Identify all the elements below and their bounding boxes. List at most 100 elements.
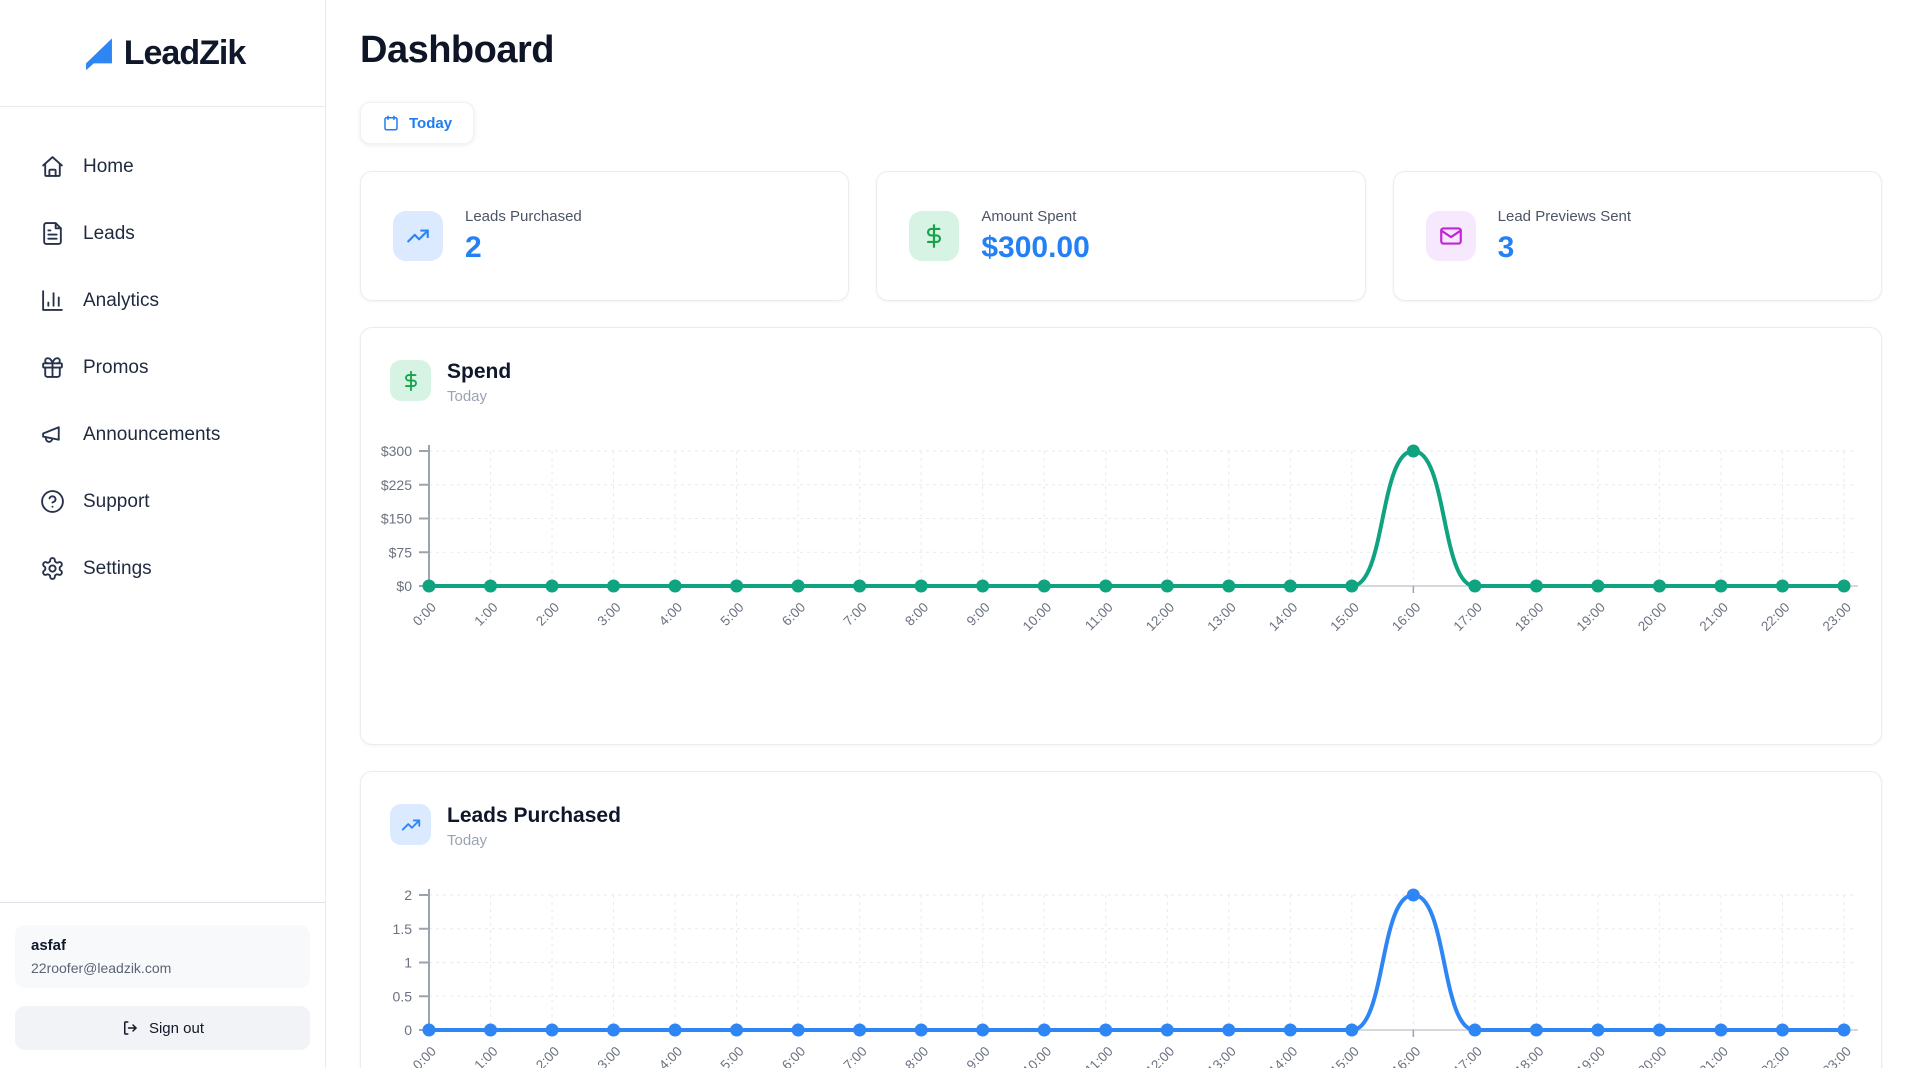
sidebar-item-analytics[interactable]: Analytics <box>40 267 325 334</box>
main-content: Dashboard Today Leads Purchased 2 <box>326 0 1920 1068</box>
svg-text:18:00: 18:00 <box>1512 1044 1547 1068</box>
mail-icon <box>1425 211 1476 261</box>
bar-chart-icon <box>42 290 63 311</box>
svg-text:20:00: 20:00 <box>1635 1044 1670 1068</box>
stat-card-lead-previews-sent: Lead Previews Sent 3 <box>1392 171 1882 301</box>
svg-text:1:00: 1:00 <box>471 600 500 629</box>
help-circle-icon <box>41 490 64 513</box>
svg-text:23:00: 23:00 <box>1820 600 1855 635</box>
today-filter-button[interactable]: Today <box>360 102 475 144</box>
stat-label: Leads Purchased <box>465 207 582 225</box>
gear-icon <box>42 557 63 580</box>
svg-text:5:00: 5:00 <box>718 1044 747 1068</box>
sidebar-footer: asfaf 22roofer@leadzik.com Sign out <box>0 902 325 1068</box>
document-icon <box>43 222 62 245</box>
sidebar: LeadZik Home Leads Analytics <box>0 0 326 1068</box>
svg-text:0.5: 0.5 <box>393 988 413 1004</box>
svg-text:0:00: 0:00 <box>410 600 439 629</box>
home-icon <box>42 156 63 177</box>
leads-purchased-chart-card: Leads Purchased Today 0 0.5 1 1.5 2 0:00 1:00 2… <box>360 771 1882 1068</box>
svg-text:5:00: 5:00 <box>718 600 747 629</box>
sidebar-item-home[interactable]: Home <box>40 133 325 200</box>
megaphone-icon <box>42 426 60 443</box>
svg-text:13:00: 13:00 <box>1204 1044 1239 1068</box>
svg-text:$75: $75 <box>389 544 413 560</box>
svg-text:19:00: 19:00 <box>1574 600 1609 635</box>
leadzik-logo-icon <box>85 38 112 71</box>
sidebar-item-label: Announcements <box>83 423 221 445</box>
svg-text:2:00: 2:00 <box>533 600 562 629</box>
svg-text:2: 2 <box>404 887 412 903</box>
user-email: 22roofer@leadzik.com <box>31 960 172 976</box>
svg-text:0: 0 <box>404 1022 412 1038</box>
today-filter-label: Today <box>409 114 453 132</box>
svg-text:23:00: 23:00 <box>1820 1044 1855 1068</box>
svg-text:1.5: 1.5 <box>393 921 413 937</box>
sidebar-item-announcements[interactable]: Announcements <box>40 401 325 468</box>
sidebar-item-settings[interactable]: Settings <box>40 535 325 602</box>
svg-text:$150: $150 <box>381 511 412 527</box>
svg-text:2:00: 2:00 <box>533 1044 562 1068</box>
svg-text:22:00: 22:00 <box>1758 1044 1793 1068</box>
dollar-icon <box>909 211 960 261</box>
stat-card-leads-purchased: Leads Purchased 2 <box>360 171 850 301</box>
stat-value: 3 <box>1497 230 1515 264</box>
svg-text:11:00: 11:00 <box>1082 1044 1116 1068</box>
svg-text:20:00: 20:00 <box>1635 600 1670 635</box>
svg-text:9:00: 9:00 <box>964 600 993 629</box>
svg-text:22:00: 22:00 <box>1758 600 1793 635</box>
stats-row: Leads Purchased 2 Amount Spent $300.00 <box>360 171 1882 301</box>
gift-icon <box>42 357 63 378</box>
chart-subtitle: Today <box>447 832 488 850</box>
brand-logo[interactable]: LeadZik <box>0 0 325 107</box>
sidebar-item-label: Settings <box>83 557 152 579</box>
dollar-icon <box>390 360 431 401</box>
svg-text:4:00: 4:00 <box>656 1044 685 1068</box>
svg-text:15:00: 15:00 <box>1327 600 1362 635</box>
spend-chart-header: Spend Today <box>361 360 1881 416</box>
page-title: Dashboard <box>360 29 554 71</box>
svg-text:10:00: 10:00 <box>1020 1044 1055 1068</box>
svg-text:8:00: 8:00 <box>902 600 931 629</box>
brand-name: LeadZik <box>123 33 246 72</box>
sidebar-item-label: Support <box>83 490 150 512</box>
svg-text:7:00: 7:00 <box>841 1044 870 1068</box>
sidebar-item-leads[interactable]: Leads <box>40 200 325 267</box>
svg-text:$0: $0 <box>396 578 412 594</box>
svg-text:12:00: 12:00 <box>1143 1044 1178 1068</box>
leads-chart-header: Leads Purchased Today <box>361 804 1881 860</box>
svg-text:7:00: 7:00 <box>841 600 870 629</box>
sidebar-item-support[interactable]: Support <box>40 468 325 535</box>
chart-title: Leads Purchased <box>447 804 621 827</box>
logout-icon <box>123 1021 137 1035</box>
svg-text:10:00: 10:00 <box>1020 600 1055 635</box>
spend-chart: $0 $75 $150 $225 $300 0:00 1:00 2:00 3:00 4:00 5:0… <box>361 428 1881 673</box>
sign-out-button[interactable]: Sign out <box>15 1006 310 1050</box>
svg-text:18:00: 18:00 <box>1512 600 1547 635</box>
stat-value: 2 <box>465 230 482 264</box>
svg-text:14:00: 14:00 <box>1266 600 1301 635</box>
svg-text:21:00: 21:00 <box>1697 1044 1732 1068</box>
svg-text:11:00: 11:00 <box>1082 600 1116 634</box>
svg-text:9:00: 9:00 <box>964 1044 993 1068</box>
stat-card-amount-spent: Amount Spent $300.00 <box>876 171 1366 301</box>
svg-text:6:00: 6:00 <box>779 1044 808 1068</box>
date-filter-row: Today <box>360 102 1882 144</box>
sidebar-item-label: Analytics <box>83 289 160 311</box>
sidebar-item-label: Leads <box>83 222 135 244</box>
svg-text:4:00: 4:00 <box>656 600 685 629</box>
svg-text:12:00: 12:00 <box>1143 600 1178 635</box>
sign-out-label: Sign out <box>148 1019 205 1037</box>
stat-value: $300.00 <box>981 230 1090 264</box>
svg-text:14:00: 14:00 <box>1266 1044 1301 1068</box>
svg-text:17:00: 17:00 <box>1450 1044 1485 1068</box>
trend-up-icon <box>390 804 431 845</box>
sidebar-item-promos[interactable]: Promos <box>40 334 325 401</box>
svg-text:16:00: 16:00 <box>1389 600 1424 635</box>
svg-text:17:00: 17:00 <box>1450 600 1485 635</box>
svg-text:$300: $300 <box>381 443 412 459</box>
chart-subtitle: Today <box>447 388 488 406</box>
svg-text:19:00: 19:00 <box>1574 1044 1609 1068</box>
svg-text:1: 1 <box>404 955 412 971</box>
chart-title: Spend <box>447 360 512 383</box>
